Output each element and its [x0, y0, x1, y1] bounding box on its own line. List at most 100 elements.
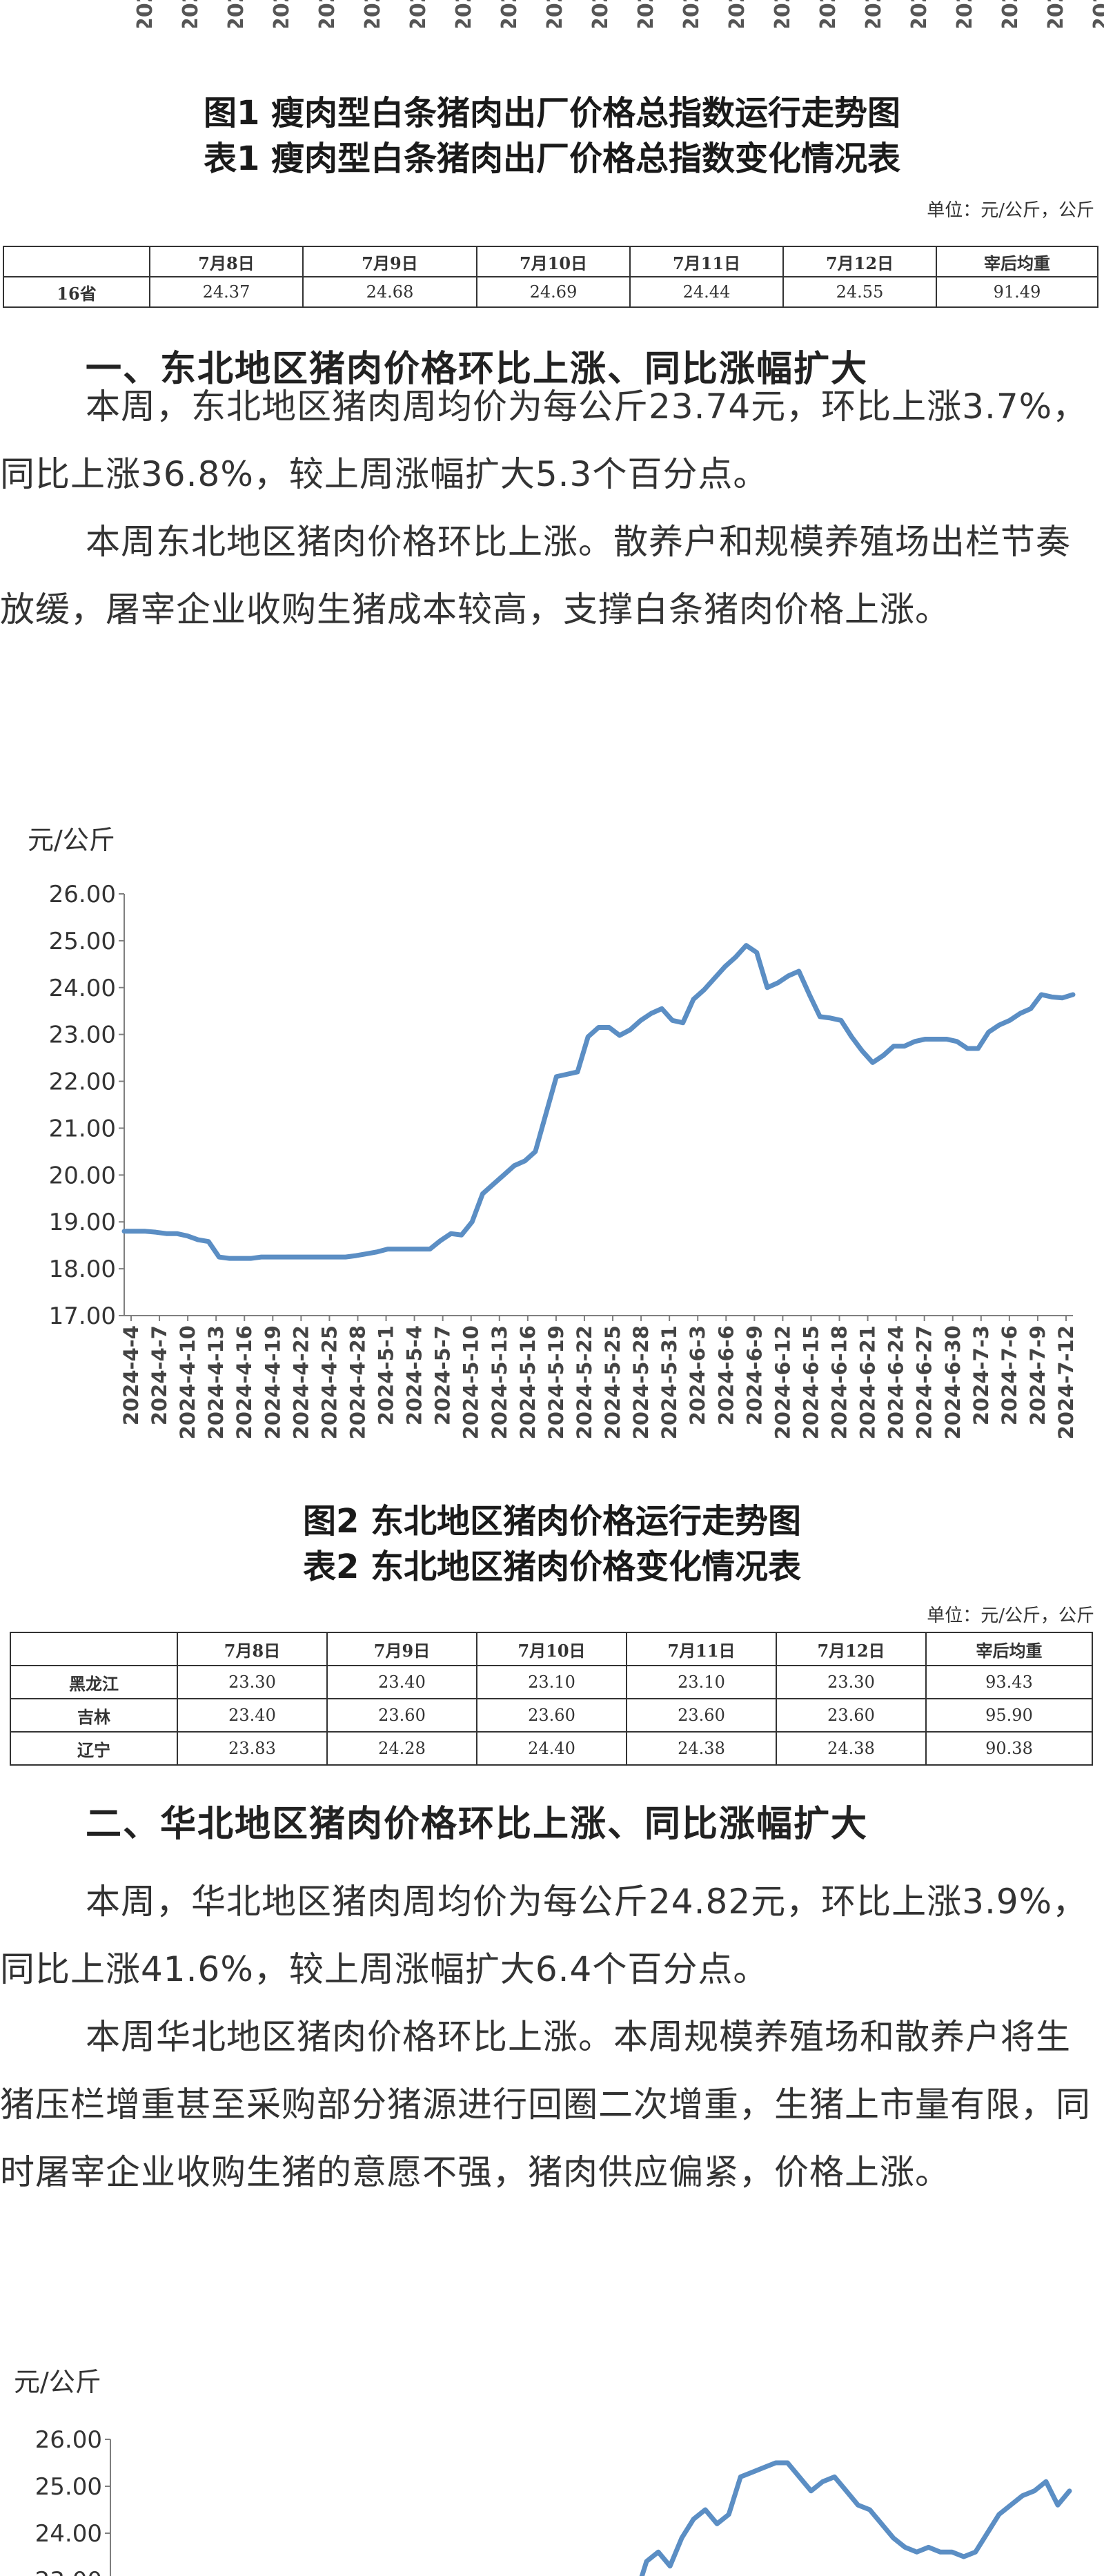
- table2-cell: 23.40: [177, 1698, 328, 1733]
- x-tick-label: 2024-4-25: [317, 1325, 341, 1439]
- table2-header-cell: 7月9日: [326, 1632, 477, 1666]
- y-tick-label: 23.00: [35, 2567, 102, 2576]
- x-tick-label: 2024-4-19: [261, 1325, 284, 1439]
- x-tick-label: 2024-4-4: [119, 1325, 143, 1425]
- y-tick-label: 24.00: [35, 2520, 102, 2548]
- table1-cell: 24.68: [302, 276, 477, 308]
- table2-cell: 93.43: [925, 1665, 1093, 1699]
- x-tick-label: 2024: [133, 0, 157, 28]
- table1-header-cell: 7月8日: [149, 246, 304, 277]
- y-tick-label: 19.00: [49, 1209, 116, 1236]
- x-tick-label: 2024: [953, 0, 977, 28]
- x-tick-label: 2024: [725, 0, 749, 28]
- table1-caption: 表1 瘦肉型白条猪肉出厂价格总指数变化情况表: [203, 139, 901, 178]
- table2-cell: 23.10: [476, 1665, 627, 1699]
- x-tick-label: 2024-4-16: [233, 1325, 256, 1439]
- table1-header-cell: 7月11日: [629, 246, 784, 277]
- y-tick-label: 18.00: [49, 1256, 116, 1283]
- table2-cell: 24.40: [476, 1731, 627, 1766]
- table1-header-row: 7月8日 7月9日 7月10日 7月11日 7月12日 宰后均重: [3, 246, 1098, 277]
- x-tick-label: 2024-5-25: [601, 1325, 624, 1439]
- x-tick-label: 2024-4-13: [204, 1325, 228, 1439]
- y-tick-label: 26.00: [35, 2426, 102, 2454]
- table2-cell: 23.40: [326, 1665, 477, 1699]
- table2: 7月8日 7月9日 7月10日 7月11日 7月12日 宰后均重 黑龙江 23.…: [10, 1632, 1093, 1766]
- table1-cell: 24.44: [629, 276, 784, 308]
- x-tick-label: 2024-6-15: [799, 1325, 822, 1439]
- section2-heading: 二、华北地区猪肉价格环比上涨、同比涨幅扩大: [86, 1804, 869, 1845]
- x-tick-label: 2024-7-6: [998, 1325, 1021, 1425]
- price-series-line: [121, 943, 1076, 1261]
- y-axis-unit-label: 元/公斤: [14, 2367, 101, 2397]
- figure2-caption: 图2 东北地区猪肉价格运行走势图: [302, 1502, 802, 1541]
- table2-cell: 24.28: [326, 1731, 477, 1766]
- table2-cell: 90.38: [925, 1731, 1093, 1766]
- table1-header-cell: 宰后均重: [936, 246, 1098, 277]
- x-tick-label: 2024-5-22: [573, 1325, 596, 1439]
- table1-header-cell: 7月10日: [476, 246, 631, 277]
- table1-header-cell: 7月12日: [782, 246, 937, 277]
- table2-cell: 23.60: [626, 1698, 777, 1733]
- x-tick-label: 2024: [771, 0, 795, 28]
- x-tick-label: 2024-6-18: [828, 1325, 851, 1439]
- x-tick-label: 2024-6-9: [742, 1325, 766, 1425]
- x-tick-label: 2024: [179, 0, 203, 28]
- table2-unit: 单位：元/公斤，公斤: [927, 1606, 1094, 1626]
- x-tick-label: 2024: [315, 0, 339, 28]
- section1-body: 本周，东北地区猪肉周均价为每公斤23.74元，环比上涨3.7%，同比上涨36.8…: [0, 373, 1104, 643]
- previous-chart-x-axis-fragment: 2024 2024 2024 2024 2024 2024 2024 2024 2024 2024…: [0, 0, 1104, 28]
- y-tick-label: 21.00: [49, 1115, 116, 1142]
- table2-header-row: 7月8日 7月9日 7月10日 7月11日 7月12日 宰后均重: [10, 1632, 1093, 1666]
- y-tick-label: 26.00: [49, 881, 116, 908]
- x-tick-label: 2024-6-12: [771, 1325, 794, 1439]
- y-tick-label: 25.00: [35, 2473, 102, 2501]
- table2-cell: 23.10: [626, 1665, 777, 1699]
- x-tick-label: 2024: [1044, 0, 1068, 28]
- table1-cell: 91.49: [936, 276, 1098, 308]
- y-tick-label: 23.00: [49, 1022, 116, 1049]
- x-tick-label: 2024: [589, 0, 613, 28]
- y-tick-label: 25.00: [49, 928, 116, 955]
- x-tick-label: 2024: [497, 0, 522, 28]
- x-tick-label: 2024-5-28: [629, 1325, 653, 1439]
- x-tick-label: 2024-6-21: [856, 1325, 880, 1439]
- table2-cell: 24.38: [626, 1731, 777, 1766]
- x-tick-label: 2024-5-13: [488, 1325, 511, 1439]
- table2-header-cell: 7月10日: [476, 1632, 627, 1666]
- section1-paragraph1: 本周，东北地区猪肉周均价为每公斤23.74元，环比上涨3.7%，同比上涨36.8…: [0, 387, 1088, 494]
- table1-header-cell: 7月9日: [302, 246, 477, 277]
- x-tick-label: 2024: [361, 0, 385, 28]
- x-tick-label: 2024: [816, 0, 840, 28]
- x-tick-label: 2024: [998, 0, 1023, 28]
- y-tick-label: 17.00: [49, 1302, 116, 1330]
- table2-header-cell: [10, 1632, 178, 1666]
- table2-cell: 23.60: [476, 1698, 627, 1733]
- table1-unit: 单位：元/公斤，公斤: [927, 200, 1094, 221]
- x-tick-label: 2024-5-31: [658, 1325, 681, 1439]
- table2-header-cell: 7月8日: [177, 1632, 328, 1666]
- x-tick-label: 2024: [406, 0, 431, 28]
- table2-header-cell: 7月11日: [626, 1632, 777, 1666]
- x-tick-label: 2024-5-10: [460, 1325, 483, 1439]
- x-tick-label: 2024-5-19: [544, 1325, 568, 1439]
- x-tick-label: 2024-6-6: [714, 1325, 738, 1425]
- figure1-caption: 图1 瘦肉型白条猪肉出厂价格总指数运行走势图: [203, 94, 901, 133]
- x-tick-label: 2024: [680, 0, 704, 28]
- x-tick-label: 2024: [862, 0, 886, 28]
- x-tick-label: 2024-7-12: [1054, 1325, 1078, 1439]
- table1-cell: 24.37: [149, 276, 304, 308]
- x-tick-label: 2024-5-16: [516, 1325, 540, 1439]
- x-tick-label: 2024-5-7: [431, 1325, 455, 1425]
- table2-cell: 23.60: [326, 1698, 477, 1733]
- table2-cell: 24.38: [776, 1731, 927, 1766]
- x-tick-label: 2024: [270, 0, 294, 28]
- table-row: 吉林 23.40 23.60 23.60 23.60 23.60 95.90: [10, 1698, 1093, 1733]
- table2-row-label: 黑龙江: [10, 1665, 178, 1699]
- y-tick-label: 22.00: [49, 1069, 116, 1096]
- x-tick-label: 2024-6-27: [913, 1325, 936, 1439]
- x-tick-label: 2024: [224, 0, 248, 28]
- y-tick-label: 24.00: [49, 975, 116, 1002]
- table1: 7月8日 7月9日 7月10日 7月11日 7月12日 宰后均重 16省 24.…: [3, 246, 1098, 308]
- section2-paragraph2: 本周华北地区猪肉价格环比上涨。本周规模养殖场和散养户将生猪压栏增重甚至采购部分猪…: [0, 2017, 1091, 2192]
- x-tick-label: 2024-6-24: [885, 1325, 908, 1439]
